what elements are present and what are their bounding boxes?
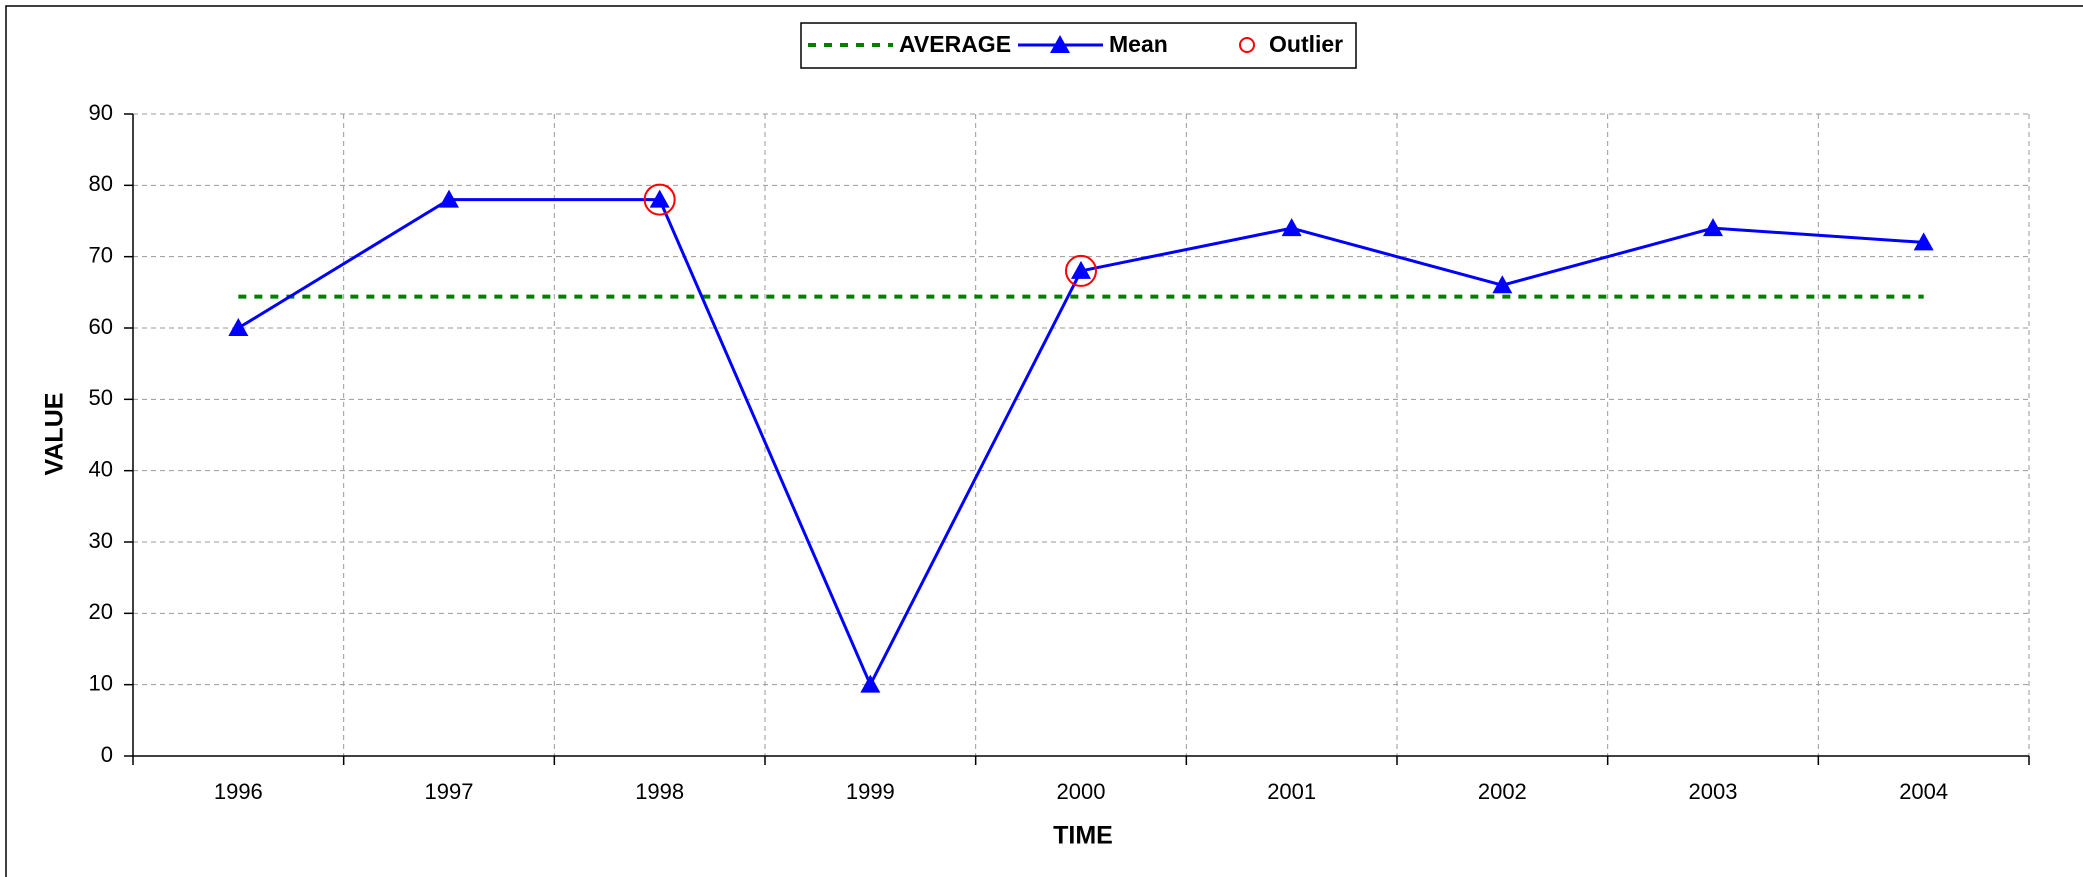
marker-circle [1239,37,1255,53]
marker-circle [1065,254,1097,287]
x-tick-label: 2004 [1899,779,1948,804]
marker-triangle [649,189,670,208]
marker-triangle [1703,218,1723,237]
x-tick-label: 2000 [1057,779,1106,804]
chart-frame [5,5,2083,877]
x-tick-label: 2001 [1267,779,1316,804]
marker-triangle [1281,218,1302,237]
x-tick-label: 1996 [214,779,263,804]
marker-triangle [1050,35,1070,53]
legend-label: Outlier [1269,31,1343,57]
legend-label: AVERAGE [899,31,1011,57]
x-tick-label: 1999 [846,779,895,804]
x-tick-label: 1997 [425,779,474,804]
y-tick-label: 30 [89,528,113,553]
legend-label: Mean [1109,31,1168,57]
y-tick-label: 70 [89,242,113,267]
y-tick-label: 80 [89,171,113,196]
y-tick-label: 90 [89,100,113,125]
x-axis-label: TIME [1053,822,1113,850]
x-tick-label: 2003 [1689,779,1738,804]
marker-triangle [228,318,249,336]
y-tick-label: 0 [101,742,113,767]
marker-triangle [860,674,881,693]
marker-triangle [1913,232,1934,251]
marker-triangle [1071,260,1091,279]
x-tick-label: 1998 [635,779,684,804]
y-tick-label: 10 [89,670,113,695]
x-tick-label: 2002 [1478,779,1527,804]
y-tick-label: 40 [89,456,113,481]
y-tick-label: 60 [89,314,113,339]
y-tick-label: 20 [89,599,113,624]
marker-triangle [1492,275,1513,294]
y-tick-label: 50 [89,385,113,410]
y-axis-label: VALUE [41,393,69,476]
marker-circle [643,183,676,216]
marker-triangle [439,189,459,208]
